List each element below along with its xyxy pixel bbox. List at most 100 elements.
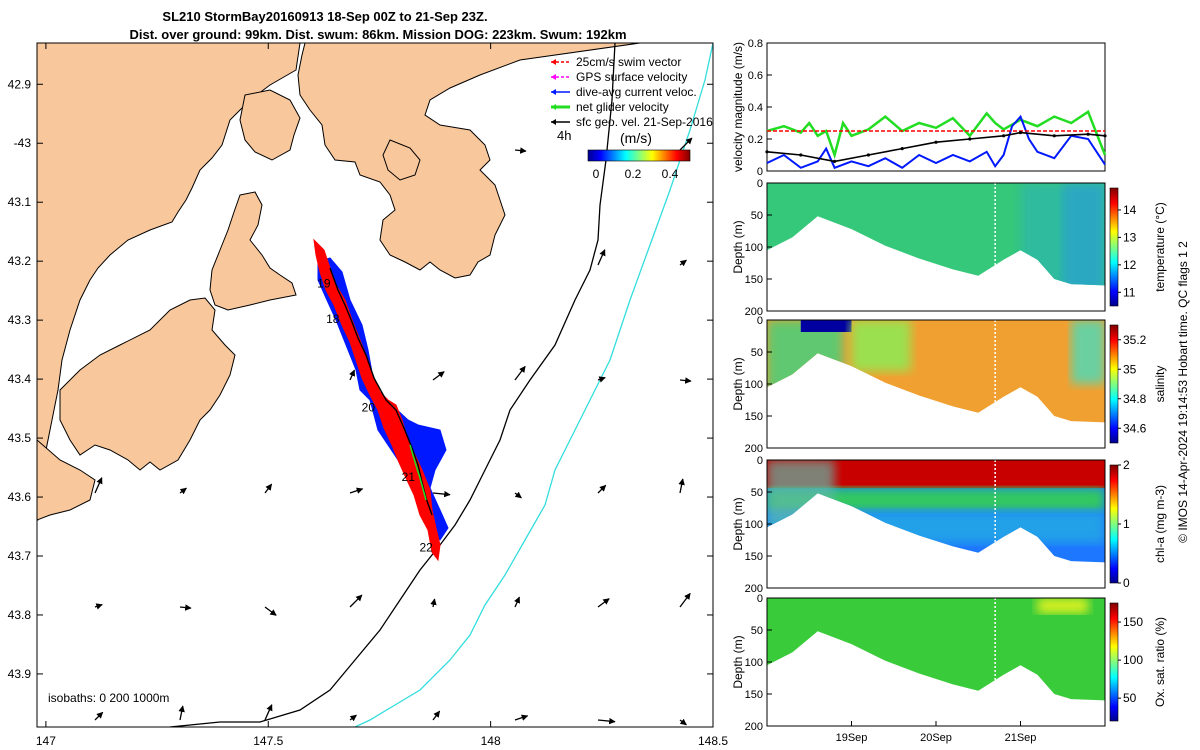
map-ytick-label: 43.9: [8, 667, 32, 681]
velocity-point: [1103, 134, 1107, 138]
current-arrow: [264, 483, 273, 494]
current-arrow: [349, 594, 363, 608]
colorbar-tick-label: 1: [1123, 517, 1130, 531]
colorbar-prefix: 4h: [557, 128, 571, 143]
land-sw-coast: [37, 439, 96, 521]
current-arrow: [432, 490, 451, 498]
geostrophic-current-arrows: [94, 137, 693, 726]
map-panel: 19 18 20 21 22 147 147.5 148 148.5 42.9 -43 43.1 43…: [8, 42, 728, 748]
current-arrow: [94, 477, 103, 494]
current-arrow: [178, 705, 185, 721]
day-label: 20: [362, 401, 376, 415]
section-colorbar: [1109, 324, 1119, 444]
map-ytick-label: 43.7: [8, 549, 32, 563]
section-ylabel: Depth (m): [731, 220, 745, 273]
velocity-ytick-label: 0: [757, 166, 763, 178]
legend-label: GPS surface velocity: [576, 70, 687, 84]
section-ytick-label: 50: [751, 487, 763, 499]
colorbar-tick-label: 100: [1123, 653, 1143, 667]
section-field: [767, 183, 1105, 286]
velocity-point: [866, 153, 871, 157]
current-arrow: [432, 710, 441, 721]
colorbar-tick-label: 14: [1123, 203, 1137, 217]
section-panel-chl-a: 0 50 100 150 200 Depth (m) 0 1 2 chl-a (mg m-3): [731, 455, 1167, 595]
legend-arrowhead: [551, 74, 556, 80]
current-arrow: [597, 376, 606, 383]
legend-label: dive-avg current veloc.: [576, 85, 697, 99]
map-ytick-label: 43.5: [8, 431, 32, 445]
colorbar-label: salinity: [1153, 366, 1167, 403]
colorbar-tick-label: 35.2: [1123, 333, 1147, 347]
current-arrow: [597, 598, 610, 608]
section-patch: [767, 488, 1105, 512]
velocity-point: [765, 150, 769, 154]
section-patch: [1062, 183, 1105, 286]
land-maria-island: [382, 139, 421, 181]
section-panel-oxygen: 0 50 100 150 200 Depth (m) 50 100 150 Ox. sat. ra…: [731, 593, 1167, 733]
land-peninsula: [297, 43, 641, 279]
colorbar-tick-label: 12: [1123, 258, 1137, 272]
map-ytick-label: 43.4: [8, 372, 32, 386]
legend-label: 25cm/s swim vector: [576, 55, 681, 69]
section-xtick-label: 21Sep: [1005, 732, 1037, 744]
current-arrow: [349, 369, 355, 381]
velocity-point: [1052, 134, 1056, 138]
velocity-series-line: [766, 131, 1106, 163]
velocity-ytick-label: 0.8: [748, 38, 763, 50]
section-panel-salinity: 0 50 100 150 200 Depth (m) 34.6 34.8 35 35.2 salin…: [731, 315, 1167, 455]
section-field: [767, 320, 1105, 423]
current-arrow: [264, 704, 273, 721]
legend-label: net glider velocity: [576, 100, 669, 114]
map-ytick-label: 43.6: [8, 490, 32, 504]
velocity-ylabel: velocity magnitude (m/s): [731, 42, 745, 172]
map-ytick-label: 43.1: [8, 195, 32, 209]
velocity-series-line: [766, 114, 1106, 170]
isobaths-label: isobaths: 0 200 1000m: [48, 691, 169, 705]
colorbar-tick-label: 50: [1123, 691, 1137, 705]
section-xtick-label: 20Sep: [920, 732, 952, 744]
current-arrow: [94, 603, 103, 610]
velocity-point: [934, 140, 938, 144]
legend-arrowhead: [551, 119, 556, 125]
section-ytick-label: 50: [751, 210, 763, 222]
section-ytick-label: 150: [745, 689, 763, 701]
glider-track-green: [409, 444, 427, 501]
map-xtick-label: 148: [481, 734, 501, 748]
section-xtick-label: 19Sep: [836, 732, 868, 744]
section-ylabel: Depth (m): [731, 635, 745, 688]
map-frame: [36, 42, 714, 728]
current-arrow: [679, 137, 693, 151]
velocity-point: [833, 159, 837, 163]
section-panel-temperature: 0 50 100 150 200 Depth (m) 11 12 13 14 temperature…: [731, 178, 1167, 318]
velocity-point: [1002, 134, 1006, 138]
section-ylabel: Depth (m): [731, 357, 745, 410]
velocity-point: [900, 147, 904, 151]
current-arrow: [514, 596, 520, 608]
day-labels: 19 18 20 21 22: [317, 277, 433, 555]
section-patch: [767, 320, 844, 423]
section-field: [767, 598, 1105, 701]
legend-arrowhead: [551, 104, 556, 110]
section-patch: [800, 320, 852, 332]
legend-arrowhead: [551, 89, 556, 95]
current-arrow: [679, 259, 687, 267]
velocity-ytick-label: 0.6: [748, 70, 763, 82]
section-patch: [1071, 320, 1105, 384]
colorbar-tick-label: 35: [1123, 362, 1137, 376]
section-ytick-label: 0: [757, 455, 763, 467]
section-ytick-label: 100: [745, 657, 763, 669]
velocity-point: [1086, 132, 1090, 136]
section-ytick-label: 0: [757, 178, 763, 190]
colorbar-tick-label: 34.8: [1123, 392, 1147, 406]
section-ytick-label: 0: [757, 593, 763, 605]
colorbar-label: Ox. sat. ratio (%): [1153, 617, 1167, 707]
colorbar-tick-label: 150: [1123, 615, 1143, 629]
current-arrow: [597, 717, 616, 725]
map-ytick-label: -43: [14, 136, 32, 150]
section-patch: [767, 511, 1105, 544]
current-arrow: [514, 365, 526, 381]
map-ytick-label: 43.8: [8, 608, 32, 622]
current-arrow: [179, 604, 192, 611]
